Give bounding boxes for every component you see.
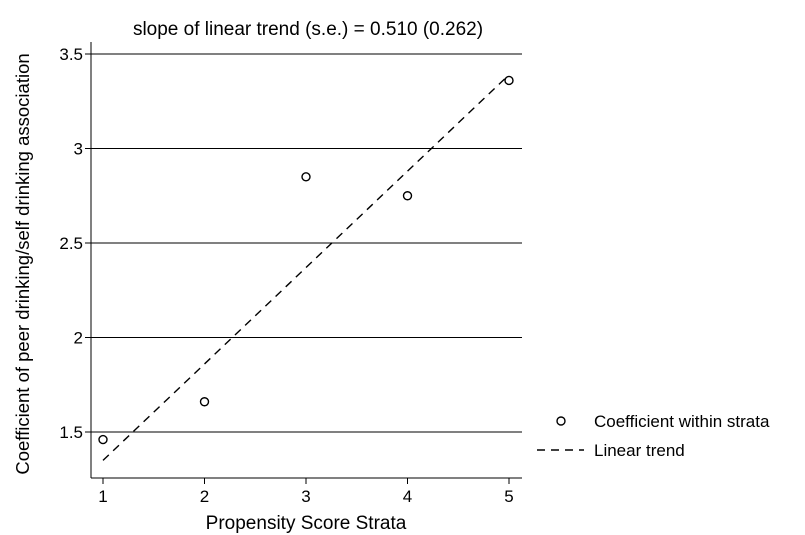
x-tick-label-3: 4 [403,487,412,506]
legend-label-points: Coefficient within strata [594,412,770,431]
y-tick-label-3: 3 [74,140,83,159]
y-tick-label-0: 1.5 [59,423,83,442]
x-tick-label-0: 1 [98,487,107,506]
x-tick-label-1: 2 [200,487,209,506]
data-point-1 [98,434,108,445]
y-tick-label-4: 3.5 [59,45,83,64]
trend-line [102,74,510,461]
data-point-2 [199,397,210,407]
data-point-5 [504,75,514,86]
x-axis-label: Propensity Score Strata [206,513,407,534]
legend-marker-points [556,416,566,426]
x-tick-label-2: 3 [301,487,310,506]
y-tick-label-1: 2 [74,329,83,348]
data-point-3 [301,172,311,182]
plot-marks [98,74,514,461]
axis-ticks: 1.5 2 2.5 3 3.5 1 2 3 4 5 [59,45,513,506]
legend-label-trend: Linear trend [594,441,685,460]
gridlines [91,53,522,433]
x-tick-label-4: 5 [504,487,513,506]
data-point-4 [402,191,413,201]
legend: Coefficient within strata Linear trend [537,412,770,460]
chart-title: slope of linear trend (s.e.) = 0.510 (0.… [133,19,483,40]
y-axis-label: Coefficient of peer drinking/self drinki… [12,53,33,474]
y-tick-label-2: 2.5 [59,234,83,253]
